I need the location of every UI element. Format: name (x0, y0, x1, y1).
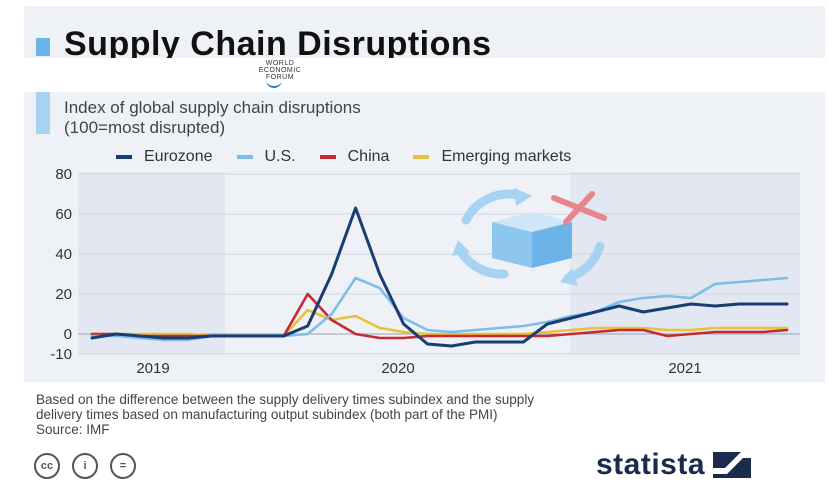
legend-swatch-eurozone (116, 155, 132, 159)
cycle-arrow-icon (452, 240, 470, 256)
chart-legend: Eurozone U.S. China Emerging markets (116, 148, 595, 166)
wef-logo: WORLD ECONOMIC FORUM (240, 60, 320, 81)
year-shade-2019 (78, 172, 225, 354)
x-tick-label: 2019 (136, 360, 169, 377)
legend-item-eurozone: Eurozone (116, 148, 213, 166)
series-lines (90, 206, 789, 348)
wef-logo-line: FORUM (265, 74, 295, 81)
legend-label: U.S. (264, 148, 296, 165)
logo-strip (0, 58, 829, 92)
cross-icon (563, 191, 595, 225)
statista-logo[interactable]: statista (596, 448, 752, 482)
note-line: Based on the difference between the supp… (36, 392, 535, 407)
x-tick-label: 2020 (381, 360, 414, 377)
box-icon (492, 222, 532, 268)
wef-logo-line: WORLD (265, 60, 295, 67)
by-icon[interactable]: i (72, 453, 98, 479)
year-shading (78, 172, 800, 354)
legend-swatch-emerging (413, 155, 430, 159)
subtitle-line: Index of global supply chain disruptions (64, 98, 361, 117)
year-shade-2021 (570, 172, 800, 354)
legend-item-china: China (319, 148, 390, 166)
y-tick-label: -10 (50, 346, 72, 363)
series-line-eurozone (90, 206, 789, 348)
illustration (452, 188, 607, 286)
title-accent-bar (36, 38, 50, 56)
y-tick-label: 80 (55, 166, 72, 183)
legend-item-us: U.S. (236, 148, 296, 166)
subtitle-line: (100=most disrupted) (64, 118, 226, 137)
legend-swatch-china (319, 155, 336, 159)
y-tick-label: 40 (55, 246, 72, 263)
cc-icon[interactable]: cc (34, 453, 60, 479)
page-title: Supply Chain Disruptions (64, 25, 492, 63)
cycle-arrow-icon (461, 189, 527, 225)
statista-wordmark: statista (596, 448, 706, 481)
header-band (24, 6, 825, 58)
cycle-arrow-icon (514, 188, 532, 206)
wef-arc-icon (266, 80, 282, 88)
chart-notes: Based on the difference between the supp… (36, 392, 534, 437)
box-icon (532, 222, 572, 268)
y-tick-label: 0 (64, 326, 72, 343)
subtitle-accent-bar (36, 92, 50, 134)
cycle-arrow-icon (455, 245, 509, 279)
x-tick-label: 2021 (668, 360, 701, 377)
x-axis-ticks: 2019 2020 2021 (136, 360, 701, 377)
note-line: delivery times based on manufacturing ou… (36, 407, 498, 422)
cycle-arrow-icon (560, 268, 578, 286)
legend-item-emerging: Emerging markets (413, 148, 571, 166)
legend-label: Emerging markets (441, 148, 572, 165)
y-tick-label: 20 (55, 286, 72, 303)
statista-mark-icon (713, 452, 752, 478)
source-line: Source: IMF (36, 422, 110, 437)
y-axis-ticks: 80 60 40 20 0 -10 (50, 166, 72, 363)
legend-label: China (347, 148, 390, 165)
legend-swatch-us (236, 155, 253, 159)
y-tick-label: 60 (55, 206, 72, 223)
nd-icon[interactable]: = (110, 453, 136, 479)
chart-subtitle: Index of global supply chain disruptions… (64, 98, 361, 138)
legend-label: Eurozone (144, 148, 213, 165)
wef-logo-line: ECONOMIC (258, 67, 302, 74)
license-icons: cc i = (34, 453, 148, 479)
